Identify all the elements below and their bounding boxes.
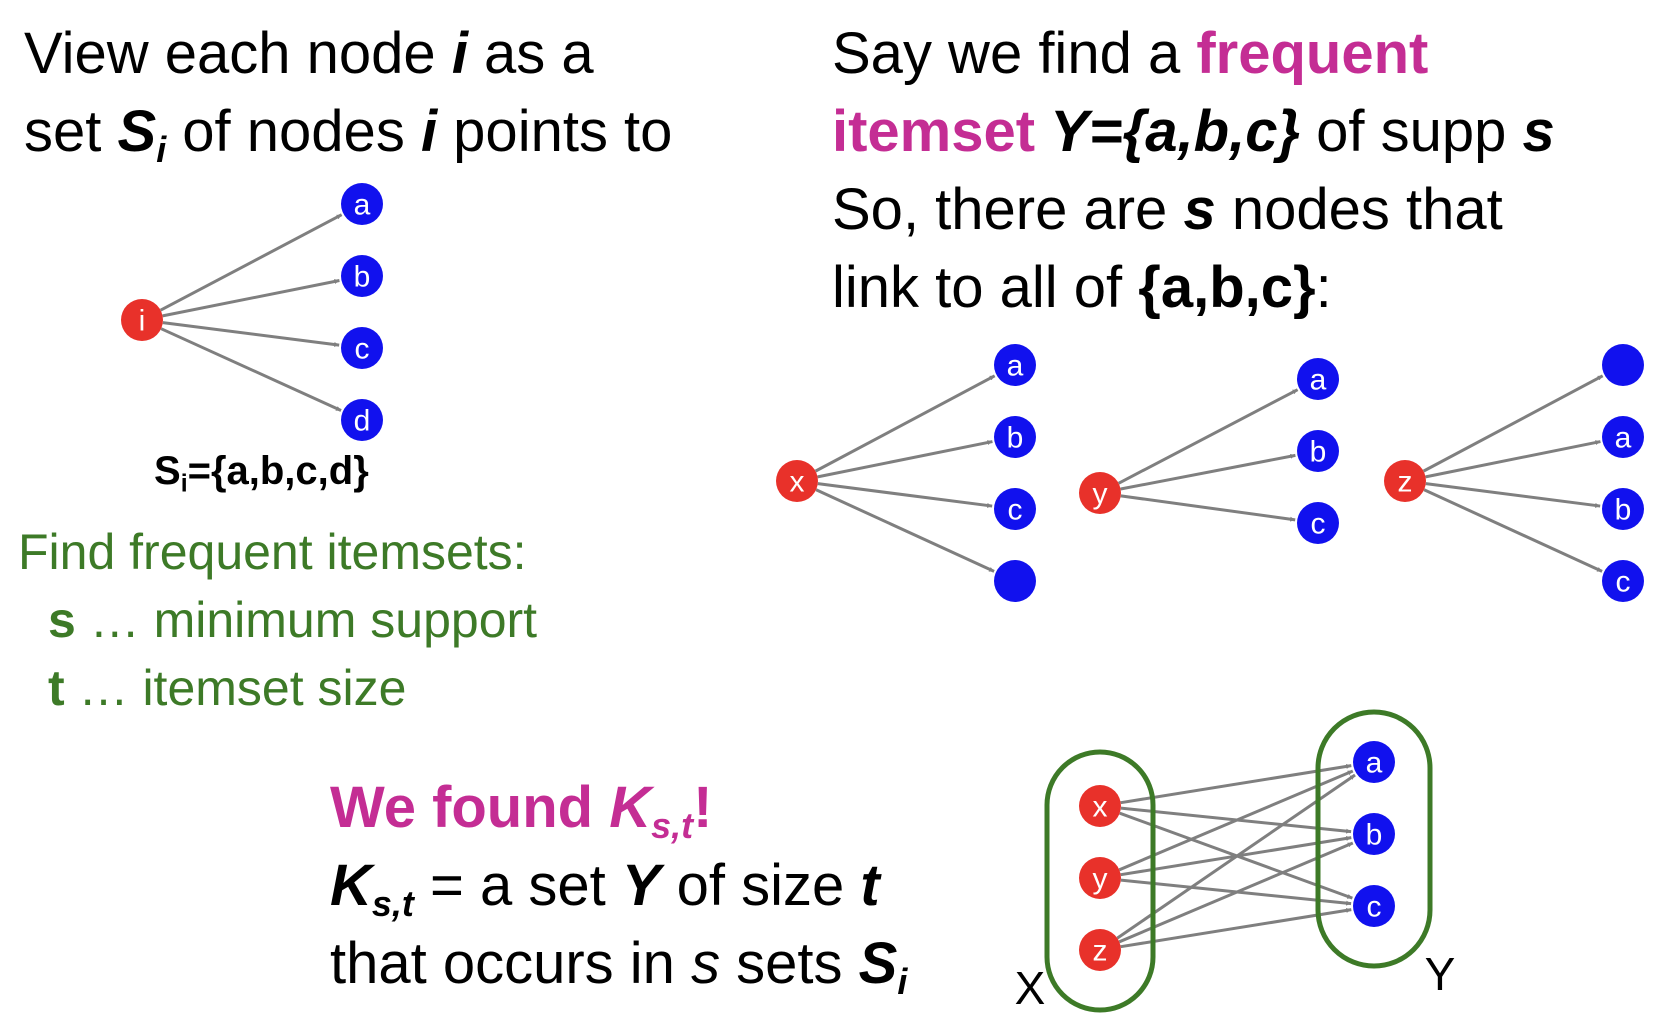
- svg-text:x: x: [790, 466, 805, 499]
- we-found-heading: We found Ks,t!: [330, 775, 713, 846]
- target-node-c: c: [1297, 502, 1339, 544]
- right-text-line-4: link to all of {a,b,c}:: [832, 255, 1332, 320]
- left-text-line-1: View each node i as a: [24, 21, 594, 86]
- left-text-line-2: set Si of nodes i points to: [24, 99, 673, 170]
- svg-text:z: z: [1093, 935, 1108, 968]
- edge-arrow: [815, 488, 995, 573]
- bipartite-left-node-z: z: [1079, 929, 1121, 971]
- source-node-x: x: [776, 460, 818, 502]
- target-node-c: c: [1602, 560, 1644, 602]
- bipartite-right-node-b: b: [1353, 813, 1395, 855]
- svg-text:c: c: [1008, 494, 1023, 527]
- svg-text:a: a: [1366, 747, 1383, 780]
- right-text-line-3: So, there are s nodes that: [832, 177, 1503, 242]
- target-node-b: b: [341, 255, 383, 297]
- left-set-label: X: [1015, 962, 1046, 1014]
- edge-arrow: [1120, 453, 1296, 491]
- svg-text:a: a: [354, 189, 371, 222]
- itemset-size-line: t … itemset size: [48, 660, 407, 716]
- edge-arrow: [1120, 907, 1352, 949]
- left-set-container: [1044, 749, 1156, 1013]
- target-node-unlabeled: [1602, 344, 1644, 386]
- svg-text:d: d: [354, 405, 371, 438]
- svg-text:y: y: [1093, 863, 1108, 896]
- svg-text:c: c: [1616, 566, 1631, 599]
- edge-arrow: [159, 213, 343, 312]
- target-node-a: a: [1602, 416, 1644, 458]
- edge-arrow: [162, 321, 340, 347]
- svg-text:c: c: [1367, 891, 1382, 924]
- right-set-container: [1315, 709, 1433, 969]
- svg-text:z: z: [1398, 466, 1413, 499]
- svg-text:i: i: [139, 305, 146, 338]
- edge-arrow: [162, 279, 340, 318]
- target-node-c: c: [341, 327, 383, 369]
- set-label: Si={a,b,c,d}: [154, 449, 369, 498]
- occurs-line: that occurs in s sets Si: [330, 931, 908, 1002]
- edge-arrow: [1422, 374, 1604, 473]
- target-node-a: a: [341, 183, 383, 225]
- svg-text:a: a: [1615, 422, 1632, 455]
- svg-text:x: x: [1093, 791, 1108, 824]
- svg-text:c: c: [355, 333, 370, 366]
- target-node-a: a: [1297, 358, 1339, 400]
- svg-text:b: b: [1366, 819, 1383, 852]
- bipartite-right-node-c: c: [1353, 885, 1395, 927]
- source-node-y: y: [1079, 472, 1121, 514]
- svg-text:c: c: [1311, 508, 1326, 541]
- right-set-label: Y: [1425, 948, 1456, 1000]
- source-node-z: z: [1384, 460, 1426, 502]
- right-text-line-2: itemset Y={a,b,c} of supp s: [832, 99, 1555, 164]
- source-node-i: i: [121, 299, 163, 341]
- edge-arrow: [1118, 769, 1354, 872]
- edge-arrow: [1117, 388, 1299, 485]
- svg-text:b: b: [354, 261, 371, 294]
- bipartite-right-node-a: a: [1353, 741, 1395, 783]
- find-itemsets-title: Find frequent itemsets:: [18, 524, 527, 580]
- edge-arrow: [1120, 494, 1296, 522]
- edge-arrow: [814, 374, 996, 473]
- edge-arrow: [1118, 841, 1354, 944]
- edge-arrow: [1120, 763, 1352, 805]
- target-node-b: b: [994, 416, 1036, 458]
- edge-arrow: [1116, 773, 1356, 940]
- kst-definition-line: Ks,t = a set Y of size t: [330, 853, 880, 924]
- target-node-b: b: [1602, 488, 1644, 530]
- target-node-d: d: [341, 399, 383, 441]
- min-support-line: s … minimum support: [48, 592, 538, 648]
- target-node-b: b: [1297, 430, 1339, 472]
- target-node-a: a: [994, 344, 1036, 386]
- right-text-line-1: Say we find a frequent: [832, 21, 1429, 86]
- edge-arrow: [817, 482, 993, 508]
- target-node-unlabeled: [994, 560, 1036, 602]
- svg-text:a: a: [1007, 350, 1024, 383]
- edge-arrow: [1423, 488, 1603, 573]
- edge-arrow: [1425, 482, 1601, 508]
- svg-text:b: b: [1615, 494, 1632, 527]
- svg-text:y: y: [1093, 478, 1108, 511]
- edge-arrow: [817, 440, 993, 479]
- svg-text:a: a: [1310, 364, 1327, 397]
- svg-text:b: b: [1007, 422, 1024, 455]
- bipartite-left-node-y: y: [1079, 857, 1121, 899]
- svg-text:b: b: [1310, 436, 1327, 469]
- target-node-c: c: [994, 488, 1036, 530]
- bipartite-left-node-x: x: [1079, 785, 1121, 827]
- edge-arrow: [1425, 440, 1601, 479]
- edge-arrow: [160, 327, 342, 412]
